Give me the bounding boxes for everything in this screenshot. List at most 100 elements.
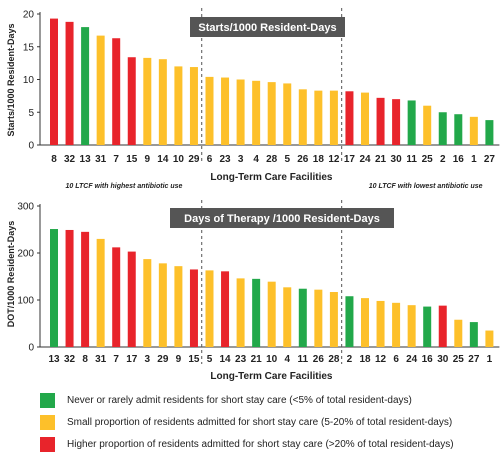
bar [158, 59, 167, 145]
bar [65, 229, 74, 347]
x-tick-label: 13 [80, 154, 92, 165]
bar [205, 270, 214, 347]
legend: Never or rarely admit residents for shor… [40, 389, 500, 455]
bar [469, 322, 478, 347]
bar [376, 97, 385, 145]
bar [361, 298, 369, 347]
bar [158, 263, 167, 347]
x-tick-label: 6 [207, 154, 213, 165]
x-tick-label: 28 [266, 154, 278, 165]
y-tick-label: 5 [28, 108, 34, 119]
bar [392, 302, 401, 347]
x-tick-label: 17 [344, 154, 356, 165]
bar [361, 92, 369, 145]
x-tick-label: 32 [64, 154, 76, 165]
legend-swatch-red [40, 436, 55, 452]
x-tick-label: 18 [313, 154, 325, 165]
y-tick-label: 0 [28, 343, 34, 354]
x-tick-label: 1 [471, 154, 477, 165]
bar [438, 112, 447, 145]
legend-label: Never or rarely admit residents for shor… [67, 394, 412, 406]
bar [236, 278, 245, 347]
x-tick-label: 16 [453, 154, 465, 165]
bar [485, 120, 494, 145]
x-tick-label: 11 [406, 154, 417, 165]
x-tick-label: 5 [207, 354, 213, 365]
x-tick-label: 21 [251, 354, 263, 365]
legend-label: Higher proportion of residents admitted … [67, 438, 454, 450]
x-tick-label: 9 [145, 154, 151, 165]
chart-title-box [170, 208, 394, 228]
x-axis-label: Long-Term Care Facilities [210, 371, 333, 382]
bar [96, 238, 105, 347]
bar [407, 100, 416, 145]
bar [438, 305, 447, 347]
x-tick-label: 29 [188, 154, 200, 165]
bar [283, 287, 292, 347]
x-tick-label: 13 [48, 354, 60, 365]
bar [454, 114, 463, 145]
x-tick-label: 24 [406, 354, 418, 365]
legend-swatch-yellow [40, 414, 55, 430]
bar [298, 288, 307, 347]
x-tick-label: 1 [487, 354, 493, 365]
bar [50, 18, 58, 145]
x-tick-label: 30 [437, 354, 449, 365]
x-tick-label: 2 [440, 154, 446, 165]
bar [96, 35, 105, 145]
bar [65, 21, 74, 145]
chart-title-box [190, 17, 345, 37]
x-tick-label: 9 [176, 354, 182, 365]
bar [143, 57, 152, 146]
bar [143, 259, 152, 347]
bar [469, 116, 478, 145]
bar [221, 271, 230, 347]
x-tick-label: 3 [145, 354, 151, 365]
x-tick-label: 7 [113, 154, 119, 165]
x-axis-label: Long-Term Care Facilities [210, 172, 333, 183]
x-tick-label: 26 [313, 354, 325, 365]
bar [345, 296, 354, 347]
y-tick-label: 20 [23, 10, 35, 21]
x-tick-label: 3 [238, 154, 244, 165]
bar [127, 57, 136, 146]
bar [423, 105, 432, 145]
x-tick-label: 17 [126, 354, 138, 365]
annotation-lowest: 10 LTCF with lowest antibiotic use [369, 183, 483, 190]
bar [329, 292, 338, 347]
bar [81, 231, 90, 347]
x-tick-label: 8 [82, 354, 88, 365]
bar [81, 27, 90, 146]
bar [50, 229, 58, 347]
annotation-highest: 10 LTCF with highest antibiotic use [66, 183, 183, 190]
x-tick-label: 30 [391, 154, 403, 165]
bar [407, 305, 416, 347]
x-tick-label: 31 [95, 354, 107, 365]
bar [314, 289, 323, 347]
x-tick-label: 4 [253, 154, 259, 165]
y-tick-label: 300 [17, 202, 34, 213]
x-tick-label: 18 [359, 354, 371, 365]
x-tick-label: 32 [64, 354, 76, 365]
y-tick-label: 15 [23, 42, 35, 53]
x-tick-label: 2 [347, 354, 353, 365]
legend-item-yellow: Small proportion of residents admitted f… [40, 411, 500, 433]
bar [174, 266, 183, 347]
x-tick-label: 23 [235, 354, 247, 365]
bar [329, 90, 338, 145]
legend-item-green: Never or rarely admit residents for shor… [40, 389, 500, 411]
bar [267, 82, 276, 145]
bar [221, 77, 230, 145]
bar [314, 90, 323, 145]
bar [454, 319, 463, 347]
x-tick-label: 23 [219, 154, 231, 165]
x-tick-label: 7 [113, 354, 119, 365]
x-tick-label: 5 [284, 154, 290, 165]
x-tick-label: 31 [95, 154, 107, 165]
bar [236, 79, 245, 145]
bar [267, 281, 276, 347]
bar [485, 330, 494, 347]
x-tick-label: 12 [375, 354, 387, 365]
